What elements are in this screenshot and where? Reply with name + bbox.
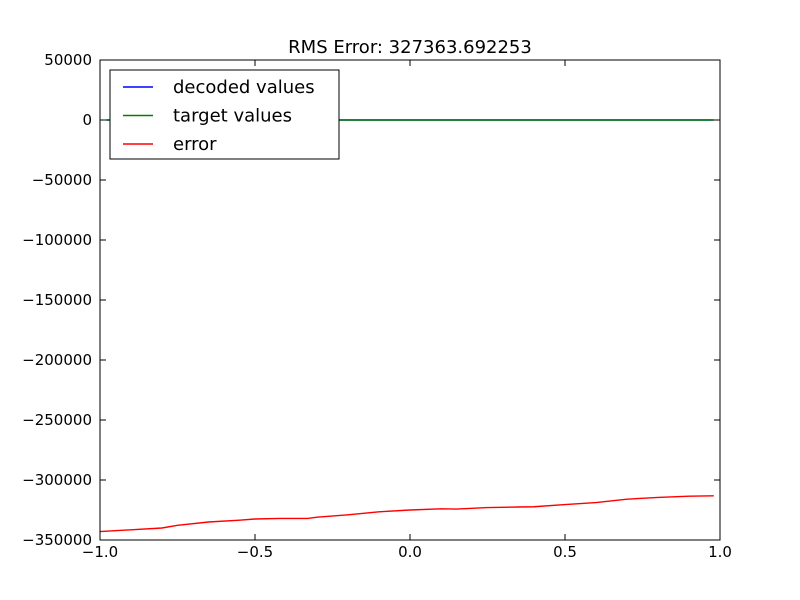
y-tick-label: −200000 [22,351,92,369]
y-tick-label: −350000 [22,531,92,549]
y-tick-label: 0 [82,111,92,129]
x-tick-label: −1.0 [82,543,118,561]
legend-label: error [173,134,217,155]
y-tick-label: −150000 [22,291,92,309]
y-tick-label: 50000 [44,51,92,69]
series-line-error [99,495,714,533]
y-tick-label: −100000 [22,231,92,249]
y-tick-label: −250000 [22,411,92,429]
legend-label: target values [173,106,292,127]
chart-title: RMS Error: 327363.692253 [288,37,532,58]
y-tick-label: −300000 [22,471,92,489]
x-tick-label: −0.5 [237,543,273,561]
y-tick-label: −50000 [32,171,92,189]
x-tick-label: 0.5 [553,543,577,561]
legend-label: decoded values [173,77,315,98]
axes: −1.0 −0.5 0.0 0.5 1.0 50000 0 −50000 −100000 −150… [22,51,732,561]
x-tick-label: 0.0 [398,543,422,561]
legend: decoded values target values error [109,69,340,160]
legend-entries: decoded values target values error [123,77,315,155]
x-tick-label: 1.0 [708,543,732,561]
series-layer [99,119,714,533]
